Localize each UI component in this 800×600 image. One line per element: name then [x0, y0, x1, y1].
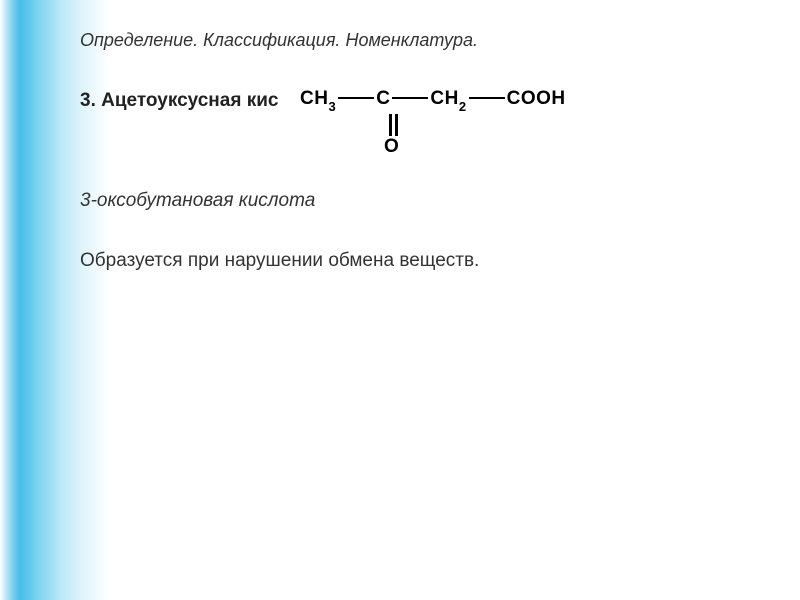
- compound-trivial-name: 3. Ацетоуксусная кис: [80, 90, 278, 112]
- slide: Определение. Классификация. Номенклатура…: [0, 0, 800, 600]
- slide-title: Определение. Классификация. Номенклатура…: [80, 30, 780, 51]
- formula-ch2-text: CH: [430, 88, 458, 109]
- formula-cooh: COOH: [507, 88, 566, 109]
- bond-icon: [392, 97, 428, 99]
- content-area: Определение. Классификация. Номенклатура…: [80, 30, 780, 79]
- formula-ch2-sub: 2: [459, 99, 467, 114]
- formula-ch2: CH2: [430, 88, 466, 109]
- formula-oxygen: O: [384, 136, 399, 158]
- formula-ch3-text: CH: [300, 88, 328, 109]
- formula-ch3-sub: 3: [328, 99, 336, 114]
- bond-icon: [338, 97, 374, 99]
- compound-iupac-name: 3-оксобутановая кислота: [80, 190, 315, 212]
- bond-icon: [469, 97, 505, 99]
- structural-formula: CH3CCH2COOH: [300, 88, 566, 112]
- formula-ch3: CH3: [300, 88, 336, 109]
- formula-c: C: [376, 88, 390, 109]
- compound-description: Образуется при нарушении обмена веществ.: [80, 250, 479, 272]
- double-bond-icon: [387, 114, 399, 136]
